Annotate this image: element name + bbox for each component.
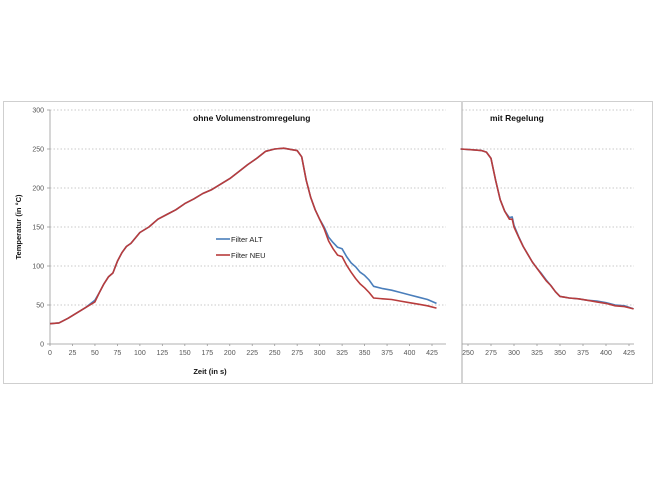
y-tick-label-300: 300: [32, 108, 44, 115]
x-tick-label-left-325: 325: [336, 350, 348, 357]
y-tick-label-250: 250: [32, 147, 44, 154]
series-right-filter-alt: [460, 148, 634, 310]
chart-frame: [3, 101, 653, 384]
x-tick-label-right-350: 350: [554, 350, 566, 357]
x-tick-label-right-325: 325: [531, 350, 543, 357]
x-tick-label-left-150: 150: [179, 350, 191, 357]
gridlines-left: [50, 109, 446, 306]
x-tick-label-left-425: 425: [426, 350, 438, 357]
y-tick-label-100: 100: [32, 264, 44, 271]
x-tick-label-left-50: 50: [91, 350, 99, 357]
chart-title-right: mit Regelung: [490, 113, 544, 123]
legend: Filter ALT Filter NEU: [216, 235, 266, 260]
series-right-filter-neu: [460, 148, 634, 310]
x-tick-label-right-300: 300: [508, 350, 520, 357]
x-tick-label-left-250: 250: [269, 350, 281, 357]
y-axis-label: Temperatur (in °C): [14, 194, 23, 259]
x-tick-label-right-375: 375: [577, 350, 589, 357]
x-tick-label-left-0: 0: [48, 350, 52, 357]
legend-label-filter-neu: Filter NEU: [231, 251, 266, 260]
legend-label-filter-alt: Filter ALT: [231, 235, 263, 244]
series-left: [49, 147, 437, 325]
x-tick-label-left-300: 300: [314, 350, 326, 357]
x-tick-labels-left: 0 25 50 75 100 125 150 175 200 225 250 275 300 325 350…: [48, 344, 438, 357]
x-tick-label-left-200: 200: [224, 350, 236, 357]
x-tick-label-left-375: 375: [381, 350, 393, 357]
y-tick-label-150: 150: [32, 225, 44, 232]
y-tick-label-200: 200: [32, 186, 44, 193]
x-tick-labels-right: 250 275 300 325 350 375 400 425: [462, 344, 635, 357]
x-tick-label-left-125: 125: [157, 350, 169, 357]
panel-divider: [461, 101, 463, 384]
chart-title-left: ohne Volumenstromregelung: [193, 113, 310, 123]
x-tick-label-left-100: 100: [134, 350, 146, 357]
x-tick-label-left-275: 275: [291, 350, 303, 357]
series-left-filter-neu: [49, 147, 437, 325]
x-tick-label-right-250: 250: [462, 350, 474, 357]
y-tick-labels: 0 50 100 150 200 250 300: [32, 108, 50, 349]
x-tick-label-right-275: 275: [485, 350, 497, 357]
y-tick-label-0: 0: [40, 342, 44, 349]
x-tick-label-left-350: 350: [359, 350, 371, 357]
x-tick-label-right-400: 400: [600, 350, 612, 357]
x-tick-label-left-75: 75: [114, 350, 122, 357]
x-tick-label-right-425: 425: [623, 350, 635, 357]
x-tick-label-left-225: 225: [246, 350, 258, 357]
series-right: [460, 148, 634, 310]
gridlines-right: [462, 109, 634, 306]
x-axis-label: Zeit (in s): [193, 367, 227, 376]
x-tick-label-left-175: 175: [201, 350, 213, 357]
x-tick-label-left-25: 25: [69, 350, 77, 357]
y-tick-label-50: 50: [36, 303, 44, 310]
x-tick-label-left-400: 400: [404, 350, 416, 357]
